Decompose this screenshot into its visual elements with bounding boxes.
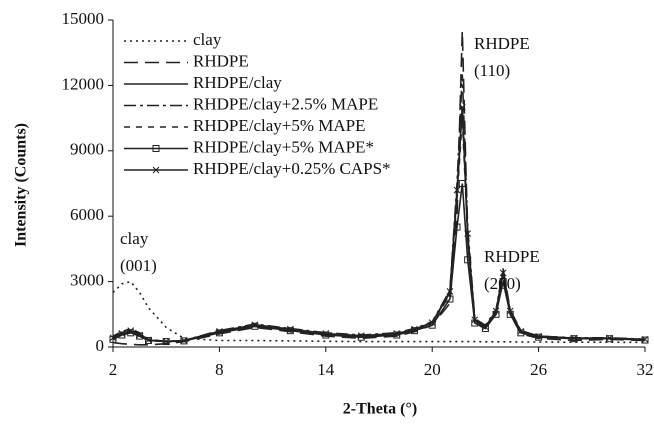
legend-label: RHDPE xyxy=(193,51,249,70)
marker xyxy=(118,330,126,337)
legend-label: clay xyxy=(193,30,222,49)
y-tick-label: 3000 xyxy=(70,271,104,290)
marker xyxy=(446,288,454,295)
marker xyxy=(453,186,461,194)
x-tick-label: 20 xyxy=(424,360,441,379)
marker xyxy=(499,269,507,277)
marker xyxy=(286,325,294,333)
legend-label: RHDPE/clay+5% MAPE* xyxy=(193,137,374,156)
series-line xyxy=(112,280,646,344)
marker xyxy=(393,331,401,339)
y-tick-label: 0 xyxy=(96,336,105,355)
legend-label: RHDPE/clay+2.5% MAPE xyxy=(193,94,378,113)
x-tick-label: 8 xyxy=(215,360,224,379)
series-line xyxy=(112,183,646,343)
marker xyxy=(428,319,436,326)
marker xyxy=(499,278,507,286)
marker xyxy=(446,295,454,303)
marker xyxy=(162,337,170,345)
y-axis-label: Intensity (Counts) xyxy=(13,123,30,247)
legend-label: RHDPE/clay xyxy=(193,73,282,92)
annotation: RHDPE xyxy=(474,34,530,53)
marker xyxy=(180,337,188,344)
marker xyxy=(641,336,649,343)
x-axis-label: 2-Theta (°) xyxy=(343,401,417,418)
marker xyxy=(286,327,294,335)
annotation: clay xyxy=(120,229,149,248)
marker xyxy=(411,325,418,333)
marker xyxy=(109,335,117,343)
marker xyxy=(393,330,401,337)
y-tick-label: 12000 xyxy=(62,74,105,93)
marker xyxy=(357,333,365,341)
marker xyxy=(145,336,152,344)
marker xyxy=(458,103,466,111)
x-tick-label: 14 xyxy=(317,360,335,379)
annotation: (110) xyxy=(474,61,510,80)
marker xyxy=(606,334,613,342)
marker xyxy=(251,321,259,329)
marker xyxy=(471,316,479,324)
marker xyxy=(152,166,160,174)
marker xyxy=(506,307,514,315)
annotation: RHDPE xyxy=(484,247,540,266)
marker xyxy=(251,322,259,330)
marker xyxy=(322,330,330,337)
marker xyxy=(152,145,160,152)
legend-label: RHDPE/clay+5% MAPE xyxy=(193,116,366,135)
x-tick-label: 26 xyxy=(530,360,547,379)
marker xyxy=(535,332,542,340)
annotation: (001) xyxy=(120,256,157,275)
marker xyxy=(517,327,525,335)
y-tick-label: 15000 xyxy=(62,9,105,28)
marker xyxy=(492,307,500,315)
y-tick-label: 9000 xyxy=(70,140,104,159)
legend-label: RHDPE/clay+0.25% CAPS* xyxy=(193,159,391,178)
x-tick-label: 2 xyxy=(109,360,118,379)
marker xyxy=(109,334,117,342)
series-line xyxy=(112,74,646,343)
annotation: (200) xyxy=(484,274,521,293)
marker xyxy=(357,332,365,340)
marker xyxy=(464,256,472,264)
marker xyxy=(482,323,489,331)
marker xyxy=(127,327,135,335)
x-tick-label: 32 xyxy=(637,360,654,379)
y-tick-label: 6000 xyxy=(70,205,104,224)
marker xyxy=(570,334,578,342)
marker xyxy=(322,331,330,339)
marker xyxy=(136,331,143,339)
marker xyxy=(464,230,472,237)
marker xyxy=(216,327,223,335)
